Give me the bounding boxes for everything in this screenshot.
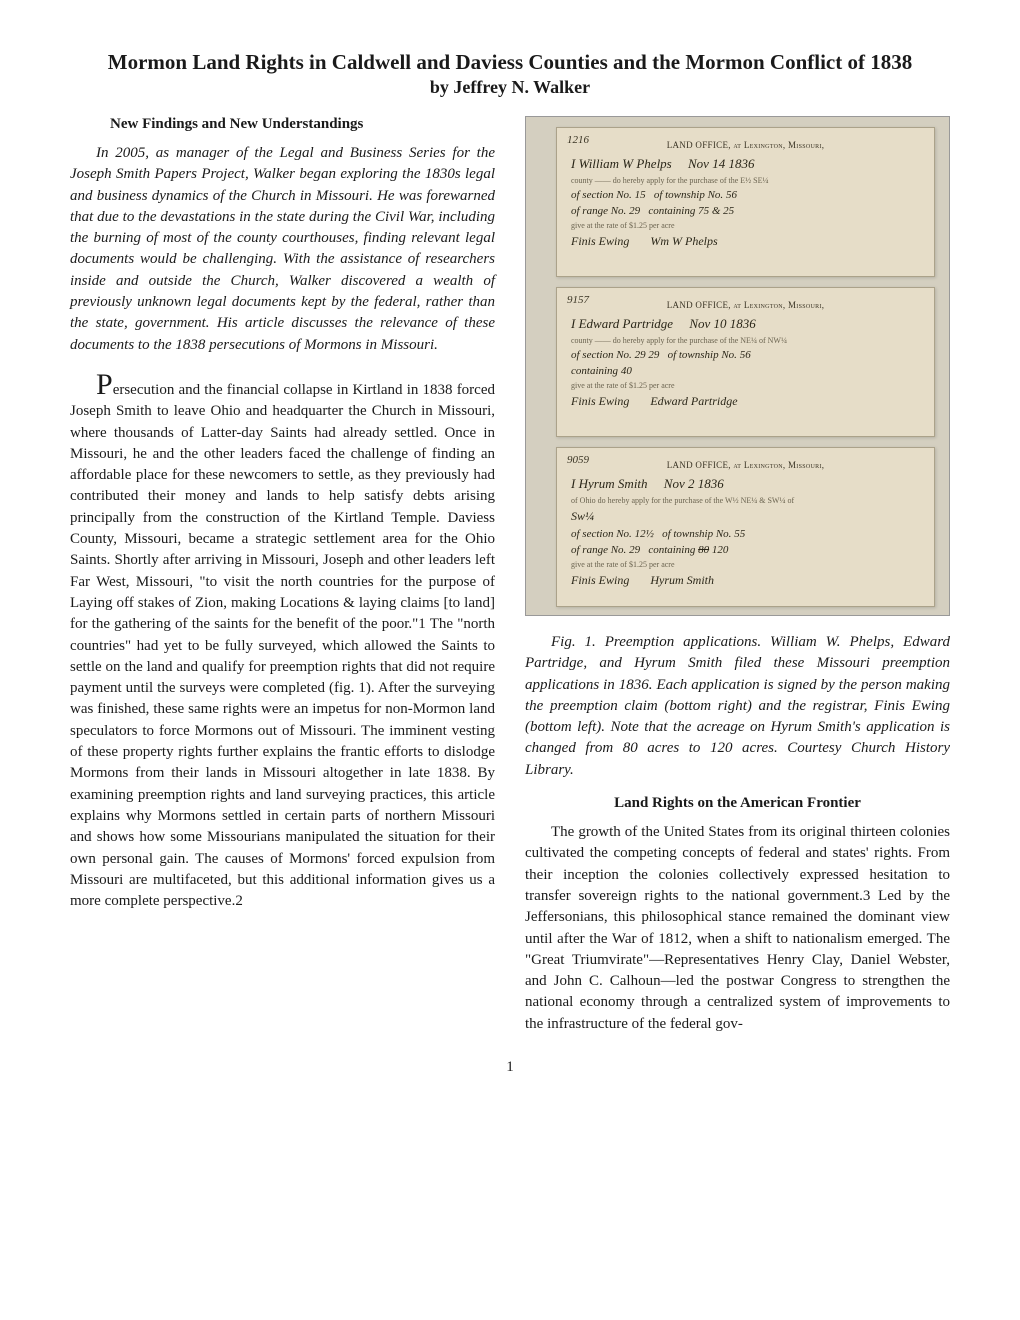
card-num: 9059 bbox=[567, 454, 589, 466]
section-heading-left: New Findings and New Understandings bbox=[110, 116, 495, 133]
acres-line: containing 40 bbox=[571, 365, 920, 377]
body-paragraph-right: The growth of the United States from its… bbox=[525, 822, 950, 1035]
applicant-name: I William W Phelps Nov 14 1836 bbox=[571, 156, 920, 172]
signatures: Finis Ewing Hyrum Smith bbox=[571, 573, 920, 588]
rate-line: give at the rate of $1.25 per acre bbox=[571, 381, 920, 390]
card-details: county —— do hereby apply for the purcha… bbox=[571, 176, 920, 185]
page-number: 1 bbox=[70, 1059, 950, 1076]
figure-image: 1216 LAND OFFICE, at Lexington, Missouri… bbox=[525, 116, 950, 616]
land-office-label: LAND OFFICE, at Lexington, Missouri, bbox=[571, 140, 920, 150]
range-line: of range No. 29 containing 75 & 25 bbox=[571, 205, 920, 217]
preemption-card-smith: 9059 LAND OFFICE, at Lexington, Missouri… bbox=[556, 447, 935, 607]
right-column: 1216 LAND OFFICE, at Lexington, Missouri… bbox=[525, 116, 950, 1035]
intro-paragraph: In 2005, as manager of the Legal and Bus… bbox=[70, 143, 495, 356]
section-line: of section No. 12½ of township No. 55 bbox=[571, 528, 920, 540]
card-num: 9157 bbox=[567, 294, 589, 306]
body-paragraph-left: Persecution and the financial collapse i… bbox=[70, 370, 495, 912]
section-line: of section No. 29 29 of township No. 56 bbox=[571, 349, 920, 361]
swqr: Sw¼ bbox=[571, 509, 920, 524]
preemption-card-partridge: 9157 LAND OFFICE, at Lexington, Missouri… bbox=[556, 287, 935, 437]
applicant-name: I Edward Partridge Nov 10 1836 bbox=[571, 316, 920, 332]
figure-caption: Fig. 1. Preemption applications. William… bbox=[525, 632, 950, 781]
land-office-label: LAND OFFICE, at Lexington, Missouri, bbox=[571, 460, 920, 470]
byline: by Jeffrey N. Walker bbox=[70, 77, 950, 98]
rate-line: give at the rate of $1.25 per acre bbox=[571, 560, 920, 569]
card-details: of Ohio do hereby apply for the purchase… bbox=[571, 496, 920, 505]
card-num: 1216 bbox=[567, 134, 589, 146]
signatures: Finis Ewing Wm W Phelps bbox=[571, 234, 920, 249]
signatures: Finis Ewing Edward Partridge bbox=[571, 394, 920, 409]
columns-container: New Findings and New Understandings In 2… bbox=[70, 116, 950, 1035]
applicant-name: I Hyrum Smith Nov 2 1836 bbox=[571, 476, 920, 492]
article-title: Mormon Land Rights in Caldwell and Davie… bbox=[70, 50, 950, 75]
section-line: of section No. 15 of township No. 56 bbox=[571, 189, 920, 201]
rate-line: give at the rate of $1.25 per acre bbox=[571, 221, 920, 230]
dropcap: P bbox=[96, 368, 113, 401]
card-details: county —— do hereby apply for the purcha… bbox=[571, 336, 920, 345]
section-heading-right: Land Rights on the American Frontier bbox=[525, 795, 950, 812]
range-line: of range No. 29 containing 80 120 bbox=[571, 544, 920, 556]
left-column: New Findings and New Understandings In 2… bbox=[70, 116, 495, 1035]
land-office-label: LAND OFFICE, at Lexington, Missouri, bbox=[571, 300, 920, 310]
preemption-card-phelps: 1216 LAND OFFICE, at Lexington, Missouri… bbox=[556, 127, 935, 277]
body-text-left: ersecution and the financial collapse in… bbox=[70, 382, 495, 909]
